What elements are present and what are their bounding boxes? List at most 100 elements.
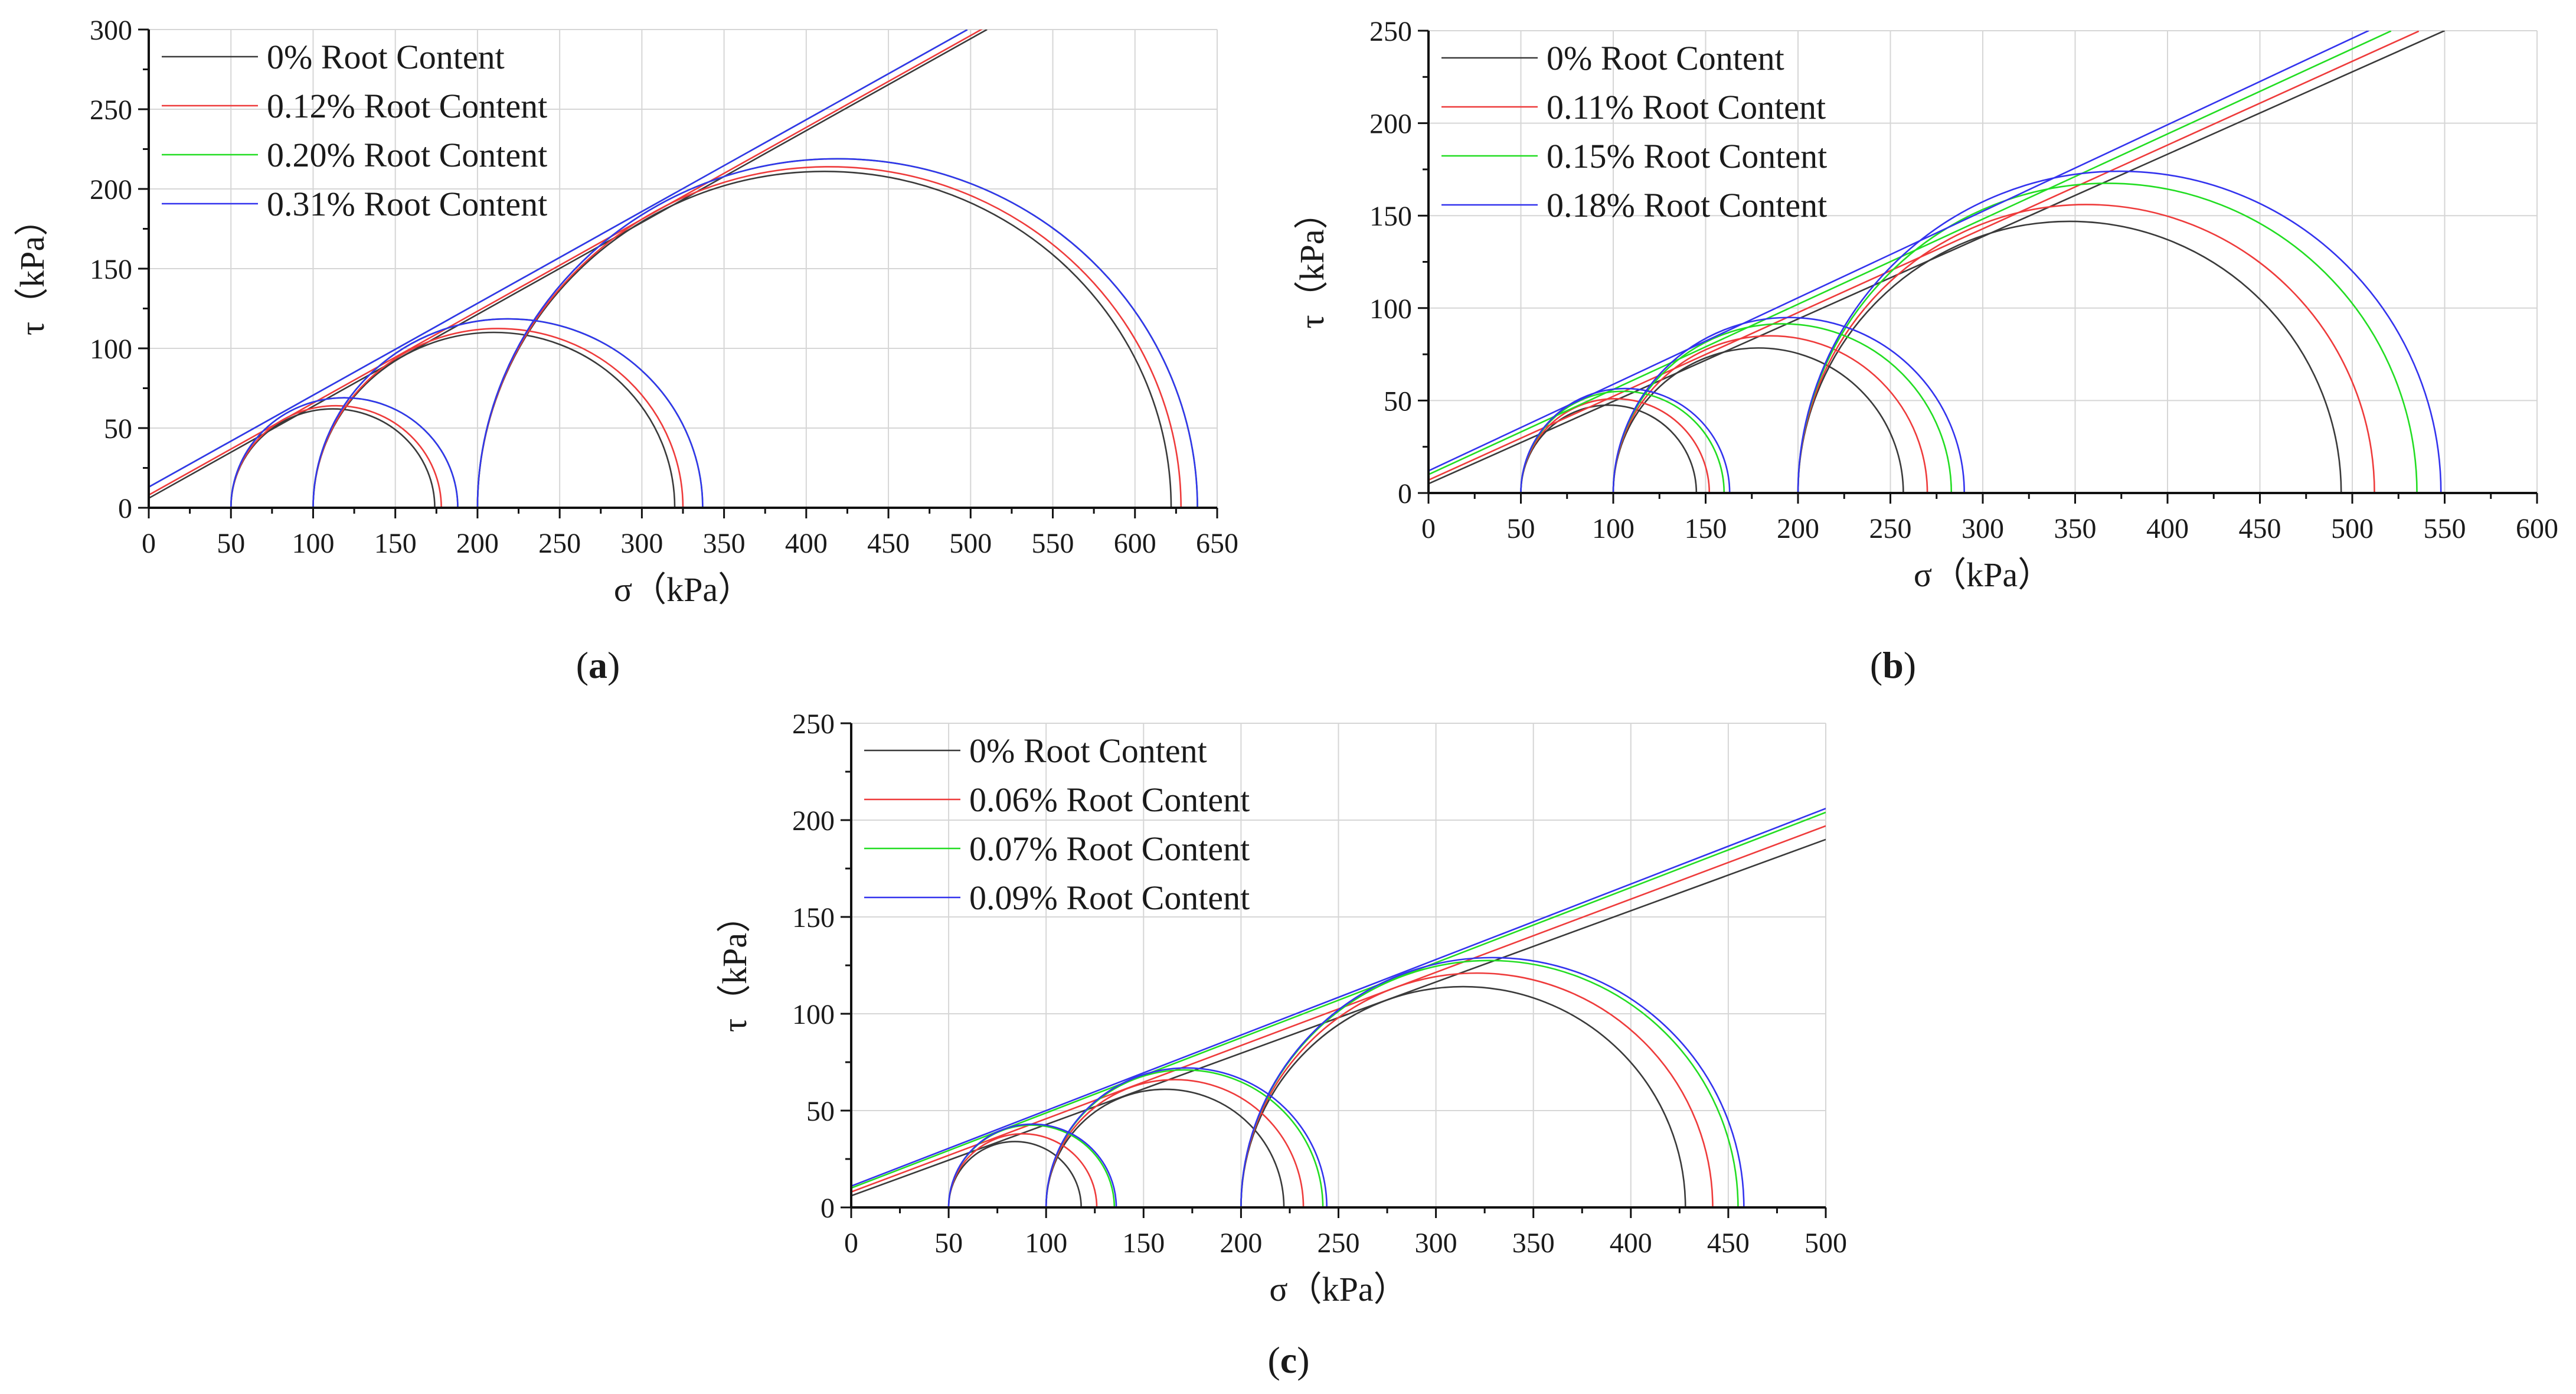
- plot-area: [851, 808, 1826, 1207]
- failure-envelope: [851, 838, 1826, 1197]
- failure-envelope: [1428, 31, 2392, 475]
- legend-label: 0.12% Root Content: [267, 87, 547, 125]
- failure-envelope: [851, 811, 1826, 1189]
- x-tick-label: 100: [1592, 513, 1634, 544]
- y-axis-title: τ（kPa）: [13, 202, 51, 335]
- mohr-circle: [947, 1141, 1082, 1207]
- y-tick-label: 300: [90, 15, 132, 46]
- mohr-circle: [1045, 1067, 1328, 1207]
- x-tick-label: 100: [1025, 1227, 1067, 1259]
- legend-label: 0% Root Content: [969, 732, 1207, 770]
- series-3: [1428, 31, 2442, 493]
- mohr-circle: [947, 1124, 1117, 1207]
- mohr-circle: [1240, 956, 1745, 1207]
- x-tick-label: 400: [1610, 1227, 1652, 1259]
- series-1: [149, 30, 1182, 508]
- mohr-circle: [312, 318, 704, 508]
- mohr-circle: [478, 159, 1198, 508]
- mohr-circle: [1797, 220, 2342, 493]
- chart-panel-a: 0 50 100 150 200 250 300 350 400 450 500 550 600 6500…: [13, 15, 1238, 686]
- legend-label: 0.20% Root Content: [267, 136, 547, 174]
- y-tick-label: 0: [820, 1193, 835, 1224]
- mohr-circle: [1240, 959, 1739, 1207]
- x-tick-label: 350: [1512, 1227, 1555, 1259]
- mohr-circle: [1797, 204, 2375, 493]
- legend-label: 0.11% Root Content: [1547, 88, 1826, 126]
- legend-label: 0.07% Root Content: [969, 830, 1250, 868]
- y-tick-label: 100: [1369, 293, 1412, 325]
- x-tick-label: 600: [2516, 513, 2558, 544]
- panel-caption: (b): [1870, 644, 1916, 686]
- gridlines: [851, 723, 1826, 1207]
- legend-label: 0.15% Root Content: [1547, 137, 1827, 175]
- failure-envelope: [149, 30, 968, 488]
- x-tick-label: 150: [374, 528, 417, 559]
- mohr-circle: [1520, 397, 1711, 493]
- failure-envelope: [1428, 31, 2369, 472]
- x-tick-label: 200: [456, 528, 499, 559]
- x-tick-label: 0: [844, 1227, 858, 1259]
- y-tick-label: 150: [1369, 201, 1412, 232]
- mohr-circle: [230, 397, 459, 508]
- x-tick-label: 100: [292, 528, 334, 559]
- legend: 0% Root Content 0.11% Root Content 0.15% R…: [1441, 39, 1827, 224]
- y-tick-label: 250: [90, 94, 132, 126]
- x-tick-label: 50: [1507, 513, 1535, 544]
- mohr-circle: [476, 171, 1172, 508]
- mohr-circle: [947, 1133, 1098, 1207]
- y-tick-label: 200: [792, 805, 835, 837]
- mohr-circle: [1045, 1079, 1305, 1207]
- panel-caption: (c): [1267, 1339, 1309, 1381]
- x-tick-label: 50: [217, 528, 245, 559]
- legend-label: 0.06% Root Content: [969, 781, 1250, 819]
- failure-envelope: [851, 808, 1826, 1187]
- legend: 0% Root Content 0.06% Root Content 0.07% R…: [864, 732, 1250, 917]
- y-tick-label: 100: [90, 334, 132, 365]
- x-tick-label: 250: [1869, 513, 1912, 544]
- x-tick-label: 150: [1122, 1227, 1165, 1259]
- x-tick-label: 400: [2146, 513, 2189, 544]
- legend-label: 0.31% Root Content: [267, 185, 547, 223]
- mohr-circle: [476, 165, 1182, 508]
- mohr-circle: [947, 1124, 1116, 1207]
- x-tick-label: 300: [1962, 513, 2004, 544]
- x-tick-label: 250: [538, 528, 581, 559]
- x-tick-label: 250: [1318, 1227, 1360, 1259]
- x-tick-label: 50: [934, 1227, 963, 1259]
- mohr-circle: [312, 318, 704, 508]
- mohr-circle: [1797, 182, 2418, 493]
- mohr-circle: [478, 159, 1198, 508]
- x-tick-label: 0: [1421, 513, 1436, 544]
- x-axis-title: σ（kPa）: [1269, 1270, 1407, 1308]
- y-tick-label: 250: [792, 709, 835, 740]
- mohr-circle: [1240, 985, 1686, 1207]
- x-tick-label: 600: [1114, 528, 1156, 559]
- mohr-circle: [1520, 387, 1731, 493]
- plot-area: [1428, 31, 2446, 493]
- legend-label: 0.09% Root Content: [969, 879, 1250, 917]
- x-tick-label: 200: [1220, 1227, 1262, 1259]
- mohr-circle: [312, 328, 684, 508]
- failure-envelope: [149, 30, 983, 496]
- legend: 0% Root Content 0.12% Root Content 0.20% R…: [162, 38, 547, 223]
- x-tick-label: 200: [1777, 513, 1819, 544]
- y-tick-label: 0: [1398, 478, 1412, 510]
- y-tick-label: 50: [1384, 386, 1412, 417]
- legend-label: 0.18% Root Content: [1547, 186, 1827, 224]
- x-tick-label: 550: [2424, 513, 2466, 544]
- y-tick-label: 50: [104, 413, 132, 445]
- mohr-circle: [1612, 335, 1928, 493]
- x-tick-label: 150: [1685, 513, 1727, 544]
- x-tick-label: 450: [2239, 513, 2281, 544]
- x-axis-title: σ（kPa）: [1914, 556, 2052, 594]
- x-tick-label: 350: [2054, 513, 2097, 544]
- x-tick-label: 450: [867, 528, 910, 559]
- y-tick-label: 0: [118, 493, 132, 524]
- x-tick-label: 650: [1196, 528, 1238, 559]
- mohr-circle: [230, 404, 442, 508]
- y-axis-title: τ（kPa）: [1293, 195, 1331, 328]
- legend-label: 0% Root Content: [267, 38, 505, 76]
- failure-envelope: [1428, 31, 2446, 485]
- series-3: [149, 30, 1198, 508]
